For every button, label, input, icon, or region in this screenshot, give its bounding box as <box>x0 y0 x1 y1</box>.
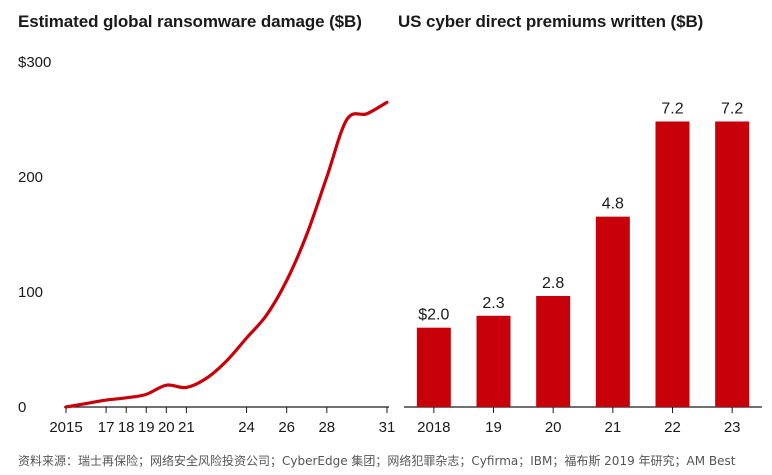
bar-category-label: 19 <box>485 419 502 436</box>
premium-bar <box>416 327 451 407</box>
line-y-tick-label: 100 <box>18 284 43 301</box>
line-x-tick-label: 20 <box>158 419 175 436</box>
line-chart-title: Estimated global ransomware damage ($B) <box>18 12 362 31</box>
line-x-tick-label: 17 <box>98 419 115 436</box>
premium-bar <box>536 295 571 407</box>
line-x-tick-label: 2015 <box>49 419 82 436</box>
line-x-tick-label: 18 <box>118 419 135 436</box>
line-x-tick-label: 31 <box>379 419 396 436</box>
bar-category-label: 2018 <box>417 419 450 436</box>
premium-bar <box>715 121 750 407</box>
bar-category-label: 21 <box>604 419 621 436</box>
line-x-tick-label: 19 <box>138 419 155 436</box>
bar-value-label: $2.0 <box>418 307 449 324</box>
source-note: 资料来源：瑞士再保险；网络安全风险投资公司；CyberEdge 集团；网络犯罪杂… <box>18 454 736 468</box>
bar-value-label: 7.2 <box>721 100 743 117</box>
bar-value-label: 4.8 <box>602 196 624 213</box>
line-x-tick-label: 21 <box>178 419 195 436</box>
bar-chart-title: US cyber direct premiums written ($B) <box>398 12 704 31</box>
line-y-tick-label: 200 <box>18 169 43 186</box>
line-y-tick-label: 0 <box>18 399 26 416</box>
premium-bar <box>595 216 630 407</box>
ransomware-damage-line <box>64 100 389 409</box>
line-x-tick-label: 26 <box>278 419 295 436</box>
bar-category-label: 22 <box>664 419 681 436</box>
premium-bar <box>655 121 690 407</box>
premium-bar <box>476 315 511 407</box>
bar-value-label: 2.8 <box>542 275 564 292</box>
line-x-tick-label: 28 <box>318 419 335 436</box>
bar-value-label: 2.3 <box>482 295 504 312</box>
bar-category-label: 20 <box>545 419 562 436</box>
bar-category-label: 23 <box>724 419 741 436</box>
line-x-tick-label: 24 <box>238 419 255 436</box>
bar-value-label: 7.2 <box>661 100 683 117</box>
line-y-tick-label: $300 <box>18 54 51 71</box>
